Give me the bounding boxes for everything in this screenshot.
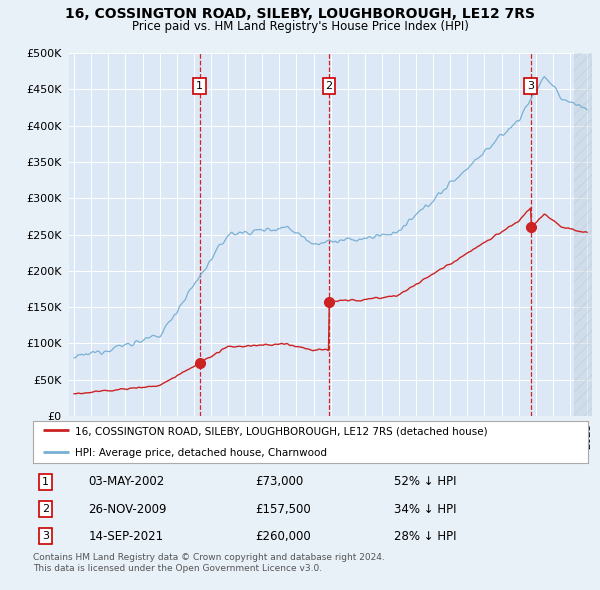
Bar xyxy=(574,53,592,416)
Text: 1: 1 xyxy=(196,81,203,91)
Text: £73,000: £73,000 xyxy=(255,475,303,488)
Text: 16, COSSINGTON ROAD, SILEBY, LOUGHBOROUGH, LE12 7RS (detached house): 16, COSSINGTON ROAD, SILEBY, LOUGHBOROUG… xyxy=(74,427,487,436)
Text: £260,000: £260,000 xyxy=(255,530,311,543)
Text: £157,500: £157,500 xyxy=(255,503,311,516)
Text: 14-SEP-2021: 14-SEP-2021 xyxy=(89,530,164,543)
Text: 28% ↓ HPI: 28% ↓ HPI xyxy=(394,530,456,543)
Text: Price paid vs. HM Land Registry's House Price Index (HPI): Price paid vs. HM Land Registry's House … xyxy=(131,20,469,33)
Text: 2: 2 xyxy=(41,504,49,514)
Text: 03-MAY-2002: 03-MAY-2002 xyxy=(89,475,165,488)
Text: This data is licensed under the Open Government Licence v3.0.: This data is licensed under the Open Gov… xyxy=(33,564,322,573)
Text: Contains HM Land Registry data © Crown copyright and database right 2024.: Contains HM Land Registry data © Crown c… xyxy=(33,553,385,562)
Text: 3: 3 xyxy=(42,531,49,541)
Text: 16, COSSINGTON ROAD, SILEBY, LOUGHBOROUGH, LE12 7RS: 16, COSSINGTON ROAD, SILEBY, LOUGHBOROUG… xyxy=(65,7,535,21)
Text: 2: 2 xyxy=(325,81,332,91)
Text: 1: 1 xyxy=(42,477,49,487)
Text: 52% ↓ HPI: 52% ↓ HPI xyxy=(394,475,456,488)
Text: HPI: Average price, detached house, Charnwood: HPI: Average price, detached house, Char… xyxy=(74,448,326,457)
Text: 26-NOV-2009: 26-NOV-2009 xyxy=(89,503,167,516)
Text: 3: 3 xyxy=(527,81,534,91)
Text: 34% ↓ HPI: 34% ↓ HPI xyxy=(394,503,456,516)
